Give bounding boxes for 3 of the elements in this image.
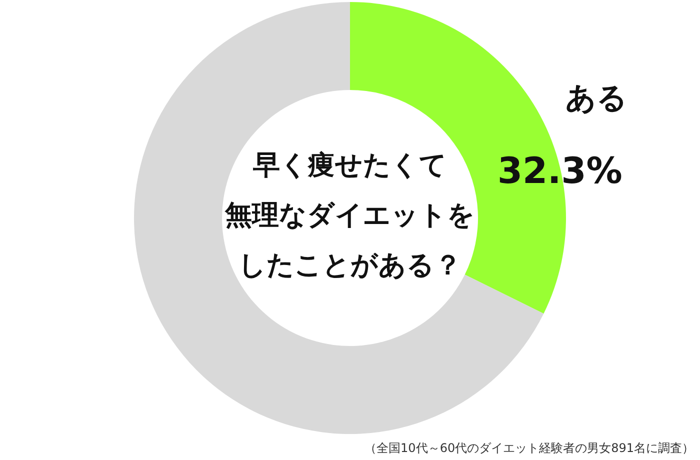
slice-label: ある (565, 80, 628, 116)
text: 早く痩せたくて無理なダイエットをしたことがある？ (224, 150, 475, 281)
text: （全国10代～60代のダイエット経験者の男女891名に調査） (364, 441, 694, 455)
